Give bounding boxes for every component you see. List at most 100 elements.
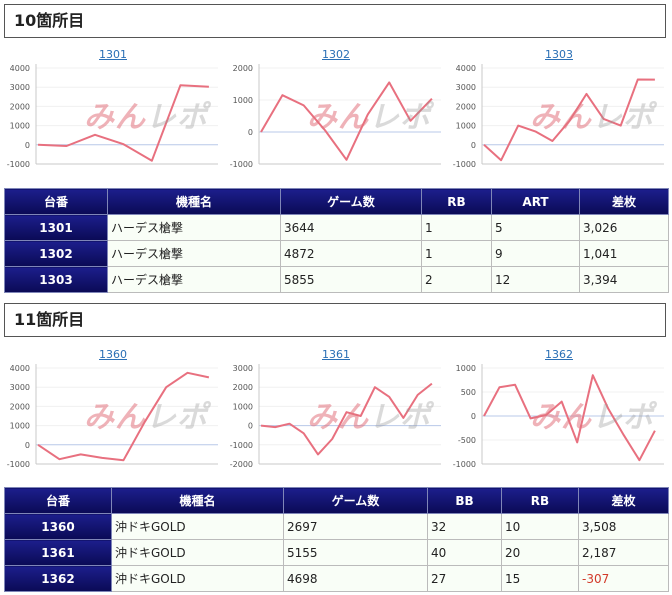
data-table: 台番 機種名 ゲーム数 RB ART 差枚 1301 ハーデス槍撃 3644 1… (4, 188, 669, 293)
y-tick-label: -1000 (7, 460, 30, 469)
y-tick-label: 1000 (456, 122, 476, 131)
machine-number: 1361 (4, 539, 112, 566)
game-count: 4872 (280, 240, 422, 267)
chart: 1362 1000 500 0 -500 -1000 みんレポ (450, 348, 668, 473)
game-count: 5155 (283, 539, 428, 566)
chart: 1303 4000 3000 2000 1000 0 -1000 みんレポ (450, 48, 668, 173)
y-tick-label: 3000 (10, 83, 30, 92)
y-tick-label: 3000 (233, 364, 253, 373)
column-header: ART (491, 188, 580, 215)
column-header: ゲーム数 (280, 188, 422, 215)
chart-link[interactable]: 1361 (322, 348, 350, 361)
column-header: RB (501, 487, 579, 514)
y-tick-label: 3000 (456, 83, 476, 92)
chart: 1361 3000 2000 1000 0 -1000 -2000 みんレポ (227, 348, 445, 473)
game-count: 3644 (280, 214, 422, 241)
column-header: BB (427, 487, 502, 514)
y-tick-label: 4000 (10, 364, 30, 373)
data-table: 台番 機種名 ゲーム数 BB RB 差枚 1360 沖ドキGOLD 2697 3… (4, 487, 669, 592)
y-tick-label: -1000 (230, 441, 253, 450)
machine-number: 1362 (4, 565, 112, 592)
y-tick-label: 0 (471, 141, 476, 150)
rb-count: 10 (501, 513, 579, 540)
game-count: 2697 (283, 513, 428, 540)
series-line (260, 382, 433, 456)
machine-name: 沖ドキGOLD (111, 513, 284, 540)
chart-link[interactable]: 1303 (545, 48, 573, 61)
machine-name: 沖ドキGOLD (111, 565, 284, 592)
y-tick-label: 3000 (10, 383, 30, 392)
rb-count: 15 (501, 565, 579, 592)
column-header: RB (421, 188, 492, 215)
y-tick-label: -500 (458, 436, 476, 445)
chart-svg: 1000 500 0 -500 -1000 (453, 364, 664, 469)
column-header: 台番 (4, 487, 112, 514)
table-row: 1361 沖ドキGOLD 5155 40 20 2,187 (4, 539, 669, 566)
y-tick-label: 2000 (10, 102, 30, 111)
y-tick-label: 1000 (10, 422, 30, 431)
table-header-row: 台番 機種名 ゲーム数 RB ART 差枚 (4, 188, 669, 215)
machine-number: 1302 (4, 240, 108, 267)
table-row: 1303 ハーデス槍撃 5855 2 12 3,394 (4, 266, 669, 293)
y-tick-label: 500 (461, 388, 476, 397)
y-tick-label: -1000 (7, 160, 30, 169)
table-row: 1302 ハーデス槍撃 4872 1 9 1,041 (4, 240, 669, 267)
chart-svg: 3000 2000 1000 0 -1000 -2000 (230, 364, 441, 469)
machine-name: ハーデス槍撃 (107, 240, 281, 267)
column-header: 差枚 (578, 487, 669, 514)
y-tick-label: 0 (471, 412, 476, 421)
y-tick-label: 1000 (10, 122, 30, 131)
rb-count: 1 (421, 240, 492, 267)
machine-number: 1301 (4, 214, 108, 241)
y-tick-label: 1000 (233, 402, 253, 411)
chart: 1301 4000 3000 2000 1000 0 -1000 みんレポ (4, 48, 222, 173)
rb-count: 2 (421, 266, 492, 293)
series-line (483, 78, 655, 162)
bb-count: 32 (427, 513, 502, 540)
chart: 1360 4000 3000 2000 1000 0 -1000 みんレポ (4, 348, 222, 473)
y-tick-label: 1000 (456, 364, 476, 373)
column-header: 台番 (4, 188, 108, 215)
chart-link[interactable]: 1302 (322, 48, 350, 61)
art-count: 12 (491, 266, 580, 293)
y-tick-label: -2000 (230, 460, 253, 469)
chart-row: 1360 4000 3000 2000 1000 0 -1000 みんレポ 1361 30… (0, 348, 672, 473)
column-header: 機種名 (107, 188, 281, 215)
y-tick-label: 0 (25, 441, 30, 450)
section-title: 10箇所目 (4, 4, 666, 38)
machine-name: ハーデス槍撃 (107, 266, 281, 293)
chart-link[interactable]: 1362 (545, 348, 573, 361)
section-title: 11箇所目 (4, 303, 666, 337)
coin-diff: 3,026 (579, 214, 669, 241)
y-tick-label: 0 (25, 141, 30, 150)
chart-svg: 4000 3000 2000 1000 0 -1000 (7, 64, 218, 169)
y-tick-label: -1000 (453, 460, 476, 469)
y-tick-label: 0 (248, 128, 253, 137)
y-tick-label: 0 (248, 422, 253, 431)
chart-link[interactable]: 1360 (99, 348, 127, 361)
rb-count: 1 (421, 214, 492, 241)
table-header-row: 台番 機種名 ゲーム数 BB RB 差枚 (4, 487, 669, 514)
coin-diff: -307 (578, 565, 669, 592)
chart: 1302 2000 1000 0 -1000 みんレポ (227, 48, 445, 173)
coin-diff: 1,041 (579, 240, 669, 267)
series-line (37, 84, 209, 162)
art-count: 5 (491, 214, 580, 241)
bb-count: 40 (427, 539, 502, 566)
table-row: 1301 ハーデス槍撃 3644 1 5 3,026 (4, 214, 669, 241)
chart-svg: 2000 1000 0 -1000 (230, 64, 441, 169)
y-tick-label: 4000 (10, 64, 30, 73)
machine-number: 1360 (4, 513, 112, 540)
bb-count: 27 (427, 565, 502, 592)
chart-svg: 4000 3000 2000 1000 0 -1000 (453, 64, 664, 169)
chart-row: 1301 4000 3000 2000 1000 0 -1000 みんレポ 1302 20… (0, 48, 672, 173)
y-tick-label: 2000 (233, 64, 253, 73)
chart-link[interactable]: 1301 (99, 48, 127, 61)
coin-diff: 3,508 (578, 513, 669, 540)
machine-number: 1303 (4, 266, 108, 293)
game-count: 4698 (283, 565, 428, 592)
y-tick-label: 4000 (456, 64, 476, 73)
coin-diff: 3,394 (579, 266, 669, 293)
column-header: 機種名 (111, 487, 284, 514)
column-header: ゲーム数 (283, 487, 428, 514)
